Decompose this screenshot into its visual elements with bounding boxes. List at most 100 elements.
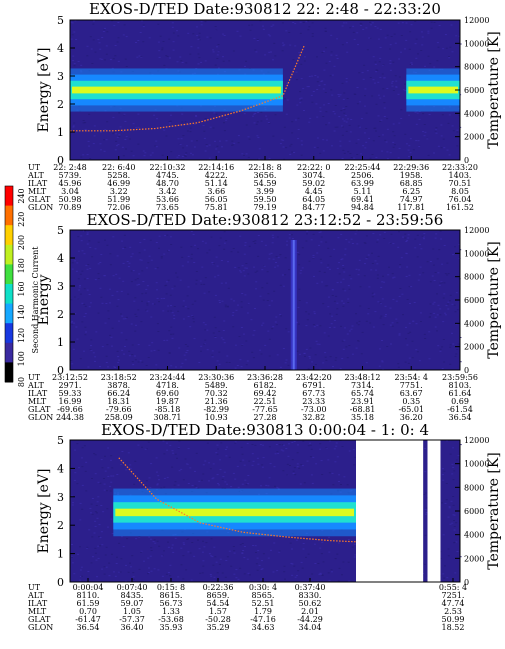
noise-speck	[142, 150, 145, 152]
noise-speck	[282, 450, 285, 452]
noise-speck	[320, 573, 323, 575]
noise-speck	[75, 326, 78, 328]
noise-speck	[132, 155, 135, 157]
noise-speck	[394, 42, 397, 44]
noise-speck	[117, 299, 120, 301]
noise-speck	[305, 311, 308, 313]
noise-speck	[295, 539, 298, 541]
noise-speck	[363, 132, 366, 134]
noise-speck	[166, 56, 169, 57]
noise-speck	[167, 572, 170, 573]
noise-speck	[94, 248, 97, 250]
noise-speck	[348, 580, 351, 582]
noise-speck	[340, 125, 343, 127]
noise-speck	[96, 517, 99, 519]
noise-speck	[130, 256, 133, 258]
noise-speck	[237, 578, 240, 580]
noise-speck	[245, 153, 248, 155]
noise-speck	[90, 339, 93, 341]
panel-3: EXOS-D/TED Date:930813 0:00:04 - 1: 0: 4…	[27, 421, 502, 632]
noise-speck	[342, 302, 345, 304]
noise-speck	[415, 57, 418, 59]
noise-speck	[106, 344, 109, 346]
noise-speck	[118, 277, 121, 279]
noise-speck	[450, 24, 453, 26]
noise-speck	[334, 558, 337, 560]
noise-speck	[394, 75, 397, 77]
noise-speck	[168, 352, 171, 354]
noise-speck	[190, 258, 193, 260]
noise-speck	[147, 262, 150, 264]
noise-speck	[333, 65, 336, 67]
table-cell: -53.68	[158, 615, 184, 624]
noise-speck	[405, 326, 407, 328]
ytick-right-label: 0	[464, 156, 469, 165]
noise-speck	[369, 21, 371, 23]
noise-speck	[137, 309, 140, 311]
noise-speck	[453, 514, 456, 516]
table-cell: 36.54	[449, 413, 472, 422]
noise-speck	[116, 350, 119, 352]
noise-speck	[217, 44, 220, 45]
noise-speck	[192, 233, 195, 235]
noise-speck	[109, 490, 112, 492]
noise-speck	[119, 126, 122, 128]
noise-speck	[459, 444, 462, 446]
table-cell: 22:25:44	[345, 163, 381, 172]
chart-title: EXOS-D/TED Date:930812 23:12:52 - 23:59:…	[87, 211, 444, 229]
noise-speck	[185, 569, 188, 571]
ytick-label: 1	[57, 126, 64, 139]
noise-speck	[369, 322, 372, 324]
table-cell: 8565.	[252, 591, 275, 600]
noise-speck	[76, 262, 79, 264]
noise-speck	[296, 575, 298, 577]
noise-speck	[377, 38, 380, 40]
noise-speck	[347, 151, 350, 153]
noise-speck	[299, 102, 302, 104]
noise-speck	[268, 477, 271, 479]
noise-speck	[398, 334, 401, 336]
noise-speck	[342, 305, 345, 307]
noise-speck	[141, 270, 144, 272]
noise-speck	[318, 231, 321, 233]
noise-speck	[382, 88, 385, 90]
noise-speck	[218, 484, 220, 486]
noise-speck	[298, 467, 301, 469]
noise-speck	[306, 460, 309, 462]
noise-speck	[295, 71, 298, 73]
noise-speck	[289, 542, 292, 544]
noise-speck	[279, 143, 282, 145]
noise-speck	[353, 543, 356, 545]
noise-speck	[131, 354, 134, 355]
noise-speck	[393, 135, 396, 137]
noise-speck	[216, 54, 219, 56]
noise-speck	[245, 364, 248, 366]
noise-speck	[254, 113, 257, 114]
noise-speck	[146, 304, 149, 306]
noise-speck	[448, 114, 451, 116]
noise-speck	[386, 118, 389, 120]
noise-speck	[275, 324, 278, 326]
noise-speck	[457, 455, 460, 457]
noise-speck	[458, 115, 461, 117]
noise-speck	[204, 277, 207, 279]
noise-speck	[375, 269, 378, 271]
noise-speck	[438, 249, 441, 251]
noise-speck	[440, 238, 443, 240]
noise-speck	[311, 35, 314, 37]
noise-speck	[285, 113, 288, 115]
noise-speck	[220, 337, 223, 339]
noise-speck	[138, 283, 141, 285]
noise-speck	[283, 126, 286, 128]
table-cell: 63.99	[351, 179, 374, 188]
noise-speck	[294, 23, 297, 25]
noise-speck	[325, 447, 328, 449]
noise-speck	[371, 95, 374, 97]
noise-speck	[163, 477, 166, 479]
noise-speck	[377, 301, 380, 303]
noise-speck	[193, 555, 196, 557]
noise-speck	[397, 93, 400, 95]
noise-speck	[301, 144, 303, 146]
noise-speck	[456, 145, 459, 147]
noise-speck	[448, 154, 451, 156]
